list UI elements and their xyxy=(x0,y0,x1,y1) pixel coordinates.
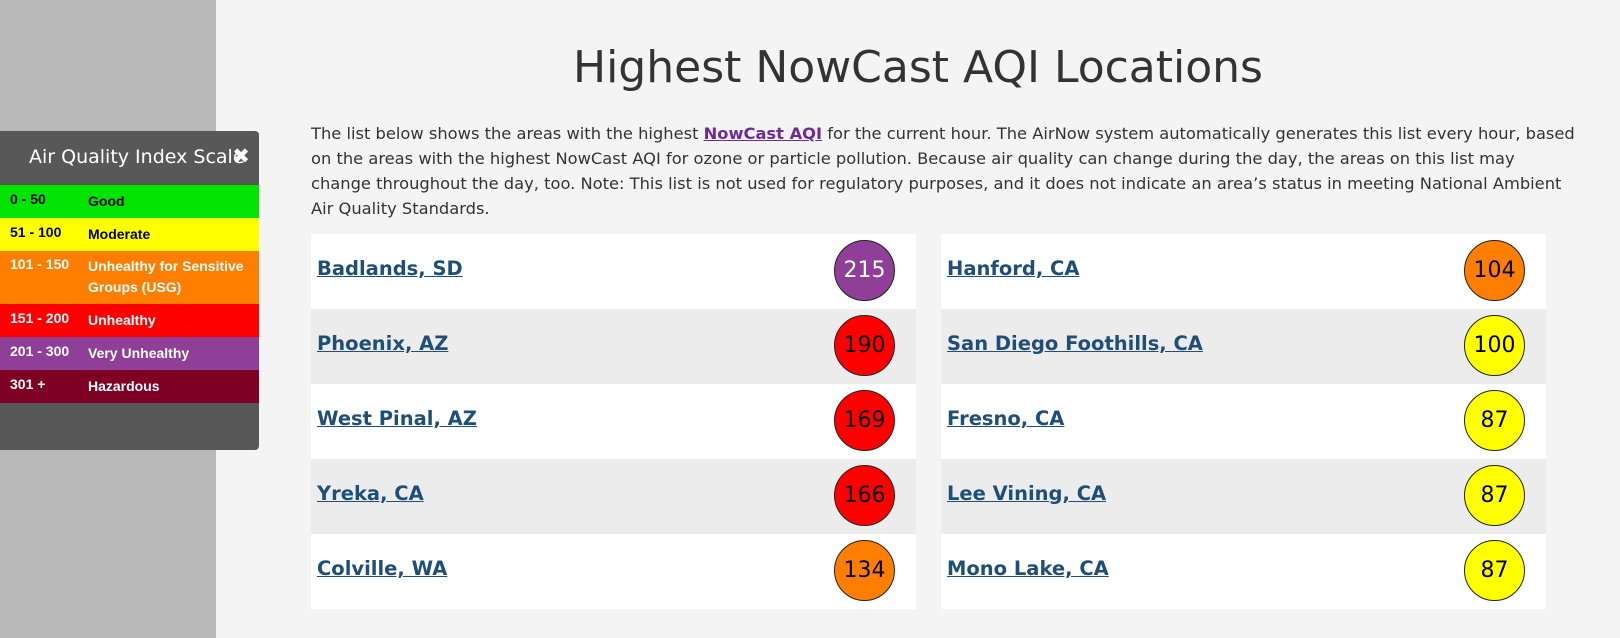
aqi-scale-range: 301 + xyxy=(10,376,46,392)
aqi-scale-row: 101 - 150 Unhealthy for Sensitive Groups … xyxy=(0,251,259,304)
location-link[interactable]: Fresno, CA xyxy=(947,407,1065,430)
aqi-scale-row: 151 - 200 Unhealthy xyxy=(0,304,259,337)
aqi-value-badge: 215 xyxy=(834,240,895,301)
aqi-scale-row: 0 - 50 Good xyxy=(0,185,259,218)
aqi-value-badge: 100 xyxy=(1464,315,1525,376)
aqi-value-badge: 134 xyxy=(834,540,895,601)
aqi-scale-row: 51 - 100 Moderate xyxy=(0,218,259,251)
location-row: Colville, WA 134 xyxy=(311,534,916,609)
intro-text-before: The list below shows the areas with the … xyxy=(311,124,704,143)
aqi-scale-category: Unhealthy for Sensitive Groups (USG) xyxy=(88,258,244,295)
aqi-value-badge: 166 xyxy=(834,465,895,526)
location-row: Yreka, CA 166 xyxy=(311,459,916,534)
location-link[interactable]: San Diego Foothills, CA xyxy=(947,332,1203,355)
aqi-scale-category: Hazardous xyxy=(88,378,160,394)
page-title: Highest NowCast AQI Locations xyxy=(573,42,1263,93)
aqi-scale-title: Air Quality Index Scale xyxy=(29,146,245,168)
close-icon[interactable]: ✖ xyxy=(232,144,250,168)
location-row: San Diego Foothills, CA 100 xyxy=(941,309,1546,384)
aqi-scale-category: Very Unhealthy xyxy=(88,345,190,361)
aqi-scale-range: 201 - 300 xyxy=(10,343,70,359)
aqi-scale-category: Unhealthy xyxy=(88,312,156,328)
location-row: Fresno, CA 87 xyxy=(941,384,1546,459)
location-link[interactable]: Mono Lake, CA xyxy=(947,557,1109,580)
aqi-value-badge: 190 xyxy=(834,315,895,376)
aqi-scale-category: Moderate xyxy=(88,226,151,242)
location-row: Phoenix, AZ 190 xyxy=(311,309,916,384)
aqi-value-badge: 104 xyxy=(1464,240,1525,301)
nowcast-aqi-link[interactable]: NowCast AQI xyxy=(703,124,823,143)
aqi-scale-range: 101 - 150 xyxy=(10,256,70,272)
location-list-right: Hanford, CA 104 San Diego Foothills, CA 100… xyxy=(941,234,1546,609)
aqi-value-badge: 87 xyxy=(1464,390,1525,451)
location-row: Hanford, CA 104 xyxy=(941,234,1546,309)
location-list-left: Badlands, SD 215 Phoenix, AZ 190 West Pinal,… xyxy=(311,234,916,609)
aqi-scale-category: Good xyxy=(88,193,125,209)
location-link[interactable]: Colville, WA xyxy=(317,557,448,580)
aqi-scale-row: 301 + Hazardous xyxy=(0,370,259,403)
location-link[interactable]: Badlands, SD xyxy=(317,257,463,280)
aqi-scale-range: 151 - 200 xyxy=(10,310,70,326)
aqi-scale-rows: 0 - 50 Good 51 - 100 Moderate 101 - 150 Unhea… xyxy=(0,185,259,403)
location-row: West Pinal, AZ 169 xyxy=(311,384,916,459)
location-link[interactable]: Yreka, CA xyxy=(317,482,424,505)
aqi-value-badge: 169 xyxy=(834,390,895,451)
aqi-value-badge: 87 xyxy=(1464,540,1525,601)
location-link[interactable]: Lee Vining, CA xyxy=(947,482,1107,505)
location-link[interactable]: Hanford, CA xyxy=(947,257,1080,280)
location-row: Lee Vining, CA 87 xyxy=(941,459,1546,534)
aqi-scale-panel: Air Quality Index Scale ✖ 0 - 50 Good 51 -… xyxy=(0,131,259,450)
intro-text-after: for the current hour. The AirNow system … xyxy=(311,124,1575,218)
aqi-scale-row: 201 - 300 Very Unhealthy xyxy=(0,337,259,370)
location-row: Mono Lake, CA 87 xyxy=(941,534,1546,609)
location-row: Badlands, SD 215 xyxy=(311,234,916,309)
aqi-value-badge: 87 xyxy=(1464,465,1525,526)
aqi-scale-range: 0 - 50 xyxy=(10,191,46,207)
aqi-scale-range: 51 - 100 xyxy=(10,224,62,240)
location-link[interactable]: West Pinal, AZ xyxy=(317,407,477,430)
intro-paragraph: The list below shows the areas with the … xyxy=(311,121,1579,221)
location-link[interactable]: Phoenix, AZ xyxy=(317,332,449,355)
aqi-scale-header: Air Quality Index Scale ✖ xyxy=(0,131,259,185)
